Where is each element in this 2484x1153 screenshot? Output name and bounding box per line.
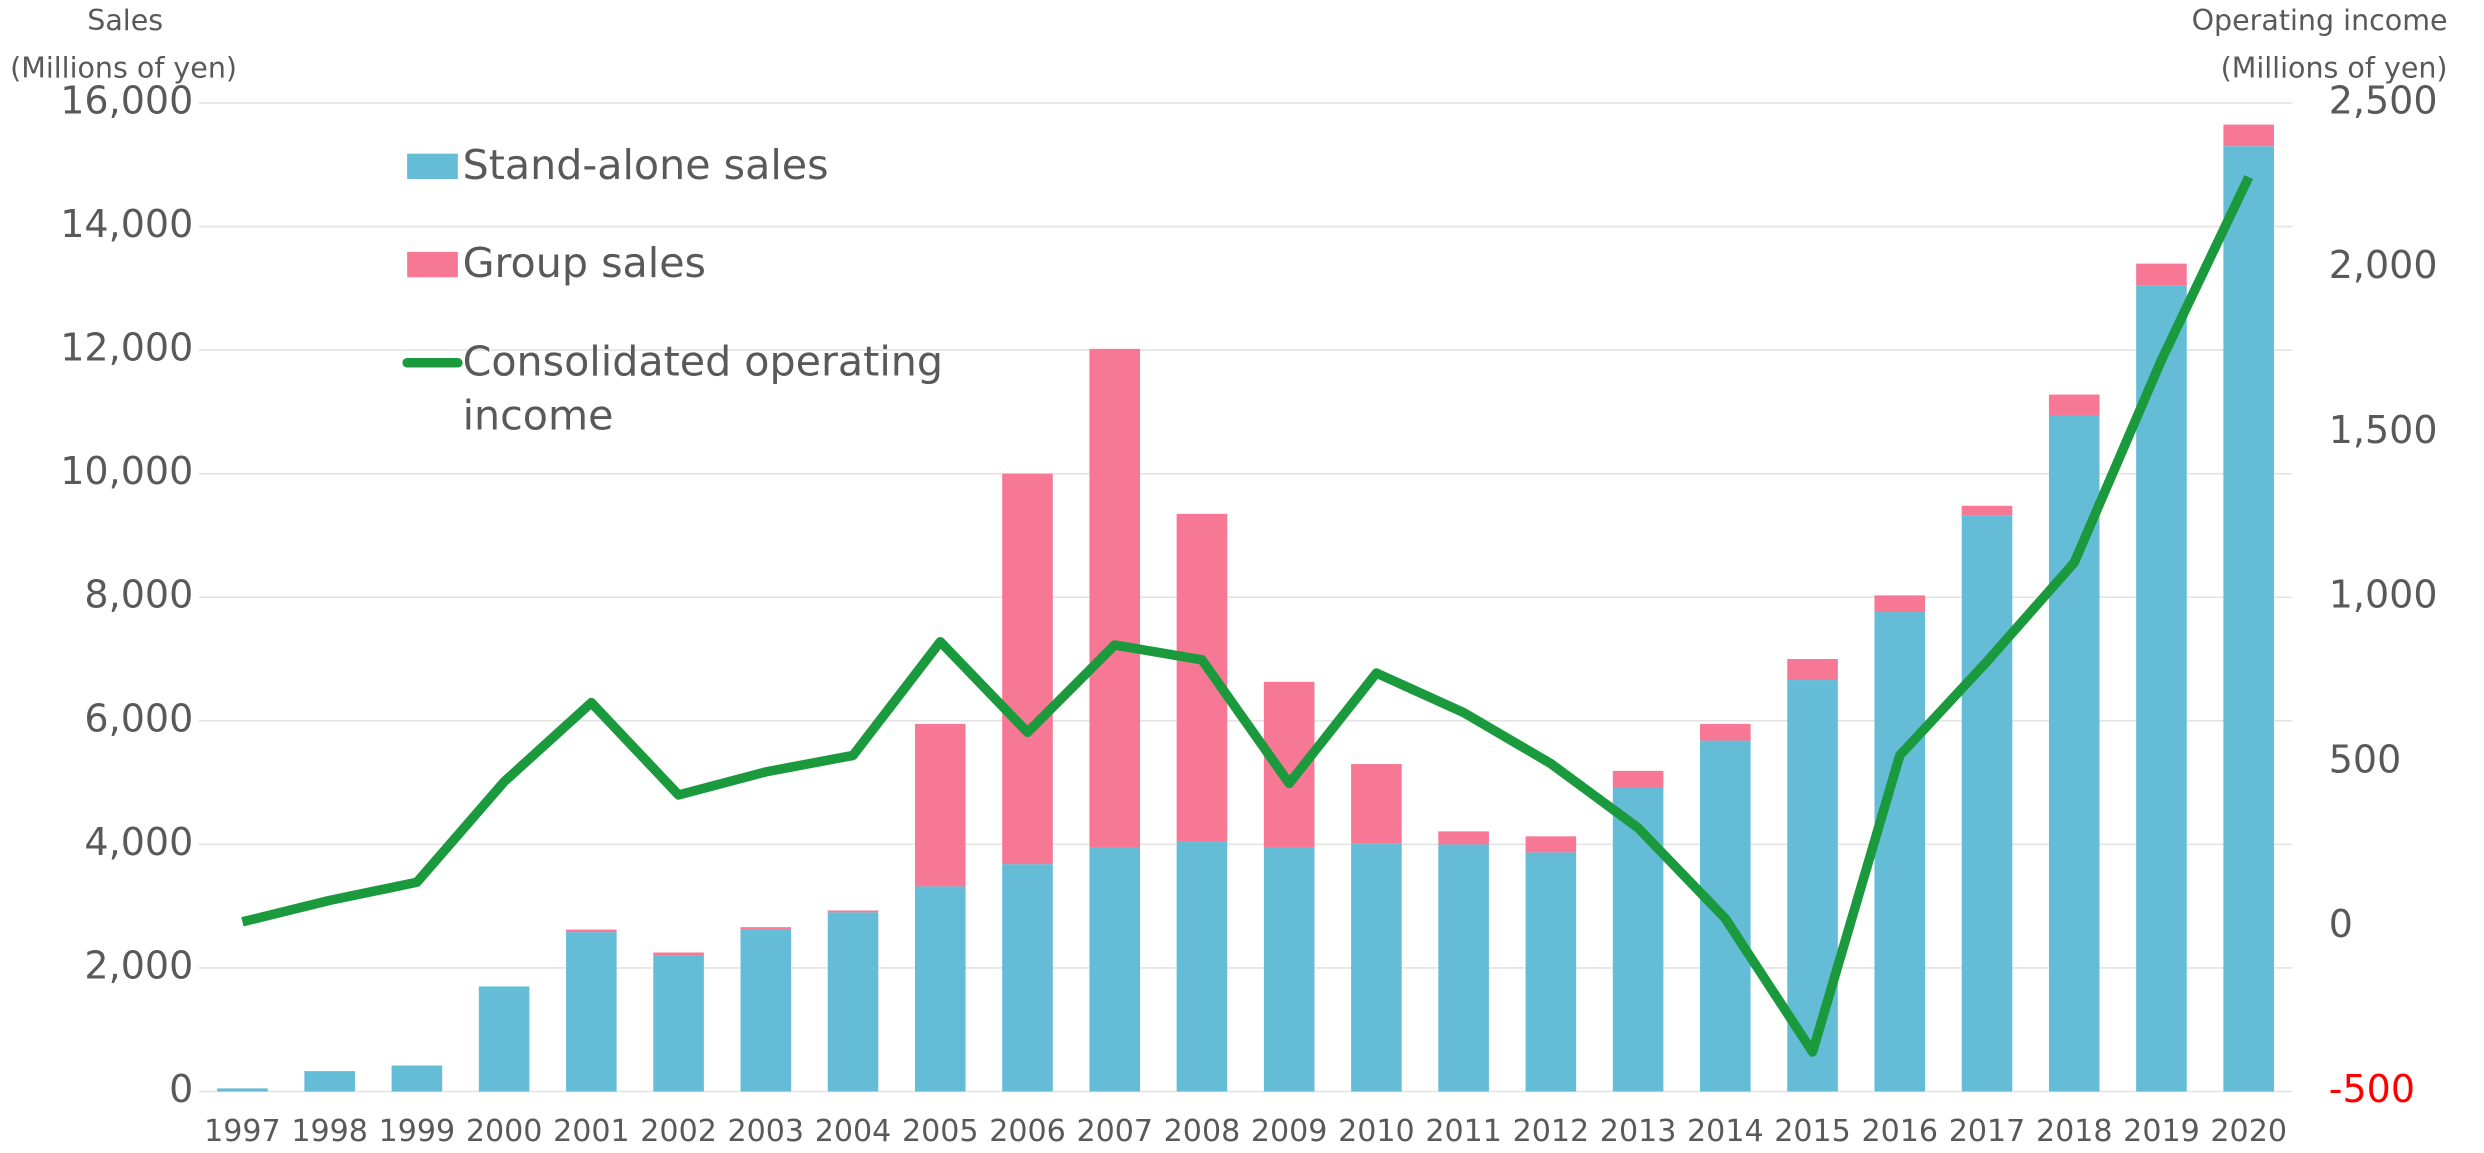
- bar: [478, 986, 530, 1092]
- bar: [1874, 612, 1926, 1092]
- y-axis-label: Sales: [87, 4, 163, 37]
- legend-swatch: [407, 153, 458, 180]
- bar: [1351, 843, 1402, 1092]
- x-tick-label: 2001: [553, 1114, 630, 1149]
- bar: [914, 723, 966, 887]
- y2-tick-label: 2,000: [2329, 243, 2438, 287]
- y-tick-label: 14,000: [60, 202, 193, 246]
- x-tick-label: 2017: [1949, 1114, 2026, 1149]
- x-tick-label: 2014: [1687, 1114, 1764, 1149]
- y2-tick-label: 500: [2329, 737, 2402, 781]
- x-tick-label: 2002: [640, 1114, 717, 1149]
- bar: [1525, 852, 1577, 1092]
- bar: [1351, 764, 1402, 844]
- bar: [1787, 659, 1838, 681]
- bar: [653, 955, 704, 1092]
- bar: [391, 1065, 443, 1092]
- bar: [1612, 770, 1664, 788]
- y-tick-label: 10,000: [60, 449, 193, 493]
- bar: [1961, 505, 2013, 516]
- x-tick-label: 2012: [1513, 1114, 1590, 1149]
- y-tick-label: 4,000: [84, 820, 193, 864]
- y-tick-label: 16,000: [60, 78, 193, 122]
- bar: [914, 886, 966, 1092]
- bar: [2048, 394, 2100, 415]
- y-tick-label: 6,000: [84, 696, 193, 740]
- legend-label: Stand-alone sales: [462, 142, 829, 191]
- x-tick-label: 2007: [1076, 1114, 1153, 1149]
- bar: [653, 952, 704, 956]
- x-tick-label: 2008: [1164, 1114, 1241, 1149]
- legend-entry: Consolidated operating income: [462, 339, 944, 441]
- x-tick-label: 1999: [379, 1114, 456, 1149]
- x-tick-label: 2003: [728, 1114, 805, 1149]
- bar: [740, 927, 792, 930]
- x-tick-label: 1998: [291, 1114, 368, 1149]
- y2-axis-label: Operating income: [2192, 4, 2448, 37]
- bar: [1438, 844, 1489, 1092]
- x-tick-label: 2004: [815, 1114, 892, 1149]
- bar: [217, 1088, 268, 1092]
- legend-swatch: [407, 251, 458, 278]
- legend-entry: Group sales: [462, 240, 707, 289]
- bar: [1089, 348, 1141, 848]
- x-tick-label: 2009: [1251, 1114, 1328, 1149]
- bar: [2223, 146, 2274, 1092]
- bar: [2136, 285, 2187, 1092]
- y-tick-label: 2,000: [84, 943, 193, 987]
- bar: [1612, 787, 1664, 1092]
- y2-tick-label: 0: [2329, 902, 2353, 946]
- x-tick-label: 2011: [1425, 1114, 1502, 1149]
- bar: [1002, 864, 1053, 1092]
- x-tick-label: 2019: [2123, 1114, 2200, 1149]
- bar: [304, 1071, 355, 1092]
- y-tick-label: 0: [169, 1067, 193, 1111]
- x-tick-label: 2015: [1774, 1114, 1851, 1149]
- line: [241, 175, 2253, 1057]
- legend-label: Consolidated operating income: [462, 339, 944, 441]
- y2-tick-label: 1,000: [2329, 573, 2438, 617]
- bar: [1525, 836, 1577, 853]
- y2-axis-label: (Millions of yen): [2221, 52, 2448, 85]
- bar: [1089, 847, 1141, 1092]
- bar: [740, 929, 792, 1092]
- x-tick-label: 2005: [902, 1114, 979, 1149]
- bar: [2136, 263, 2187, 286]
- bar: [1002, 473, 1053, 865]
- y-tick-label: 12,000: [60, 326, 193, 370]
- x-tick-label: 2020: [2210, 1114, 2287, 1149]
- x-tick-label: 2006: [989, 1114, 1066, 1149]
- bar: [1263, 847, 1315, 1092]
- legend-label: Group sales: [462, 240, 707, 289]
- x-tick-label: 2013: [1600, 1114, 1677, 1149]
- y-axis-label: (Millions of yen): [10, 52, 237, 85]
- x-tick-label: 1997: [204, 1114, 281, 1149]
- bar: [827, 910, 879, 913]
- legend-entry: Stand-alone sales: [462, 142, 829, 191]
- bar: [2223, 124, 2274, 147]
- x-tick-label: 2010: [1338, 1114, 1415, 1149]
- y2-tick-label: 2,500: [2329, 78, 2438, 122]
- x-tick-label: 2000: [466, 1114, 543, 1149]
- x-tick-label: 2018: [2036, 1114, 2113, 1149]
- x-tick-label: 2016: [1862, 1114, 1939, 1149]
- y-tick-label: 8,000: [84, 573, 193, 617]
- bar: [1874, 595, 1926, 613]
- bar: [1176, 841, 1228, 1092]
- bar: [1700, 723, 1751, 741]
- bar: [827, 912, 879, 1092]
- y2-tick-label: -500: [2329, 1067, 2415, 1111]
- bar: [566, 932, 617, 1092]
- bar: [566, 929, 617, 933]
- bar: [1961, 515, 2013, 1092]
- y2-tick-label: 1,500: [2329, 408, 2438, 452]
- bar: [1438, 831, 1489, 845]
